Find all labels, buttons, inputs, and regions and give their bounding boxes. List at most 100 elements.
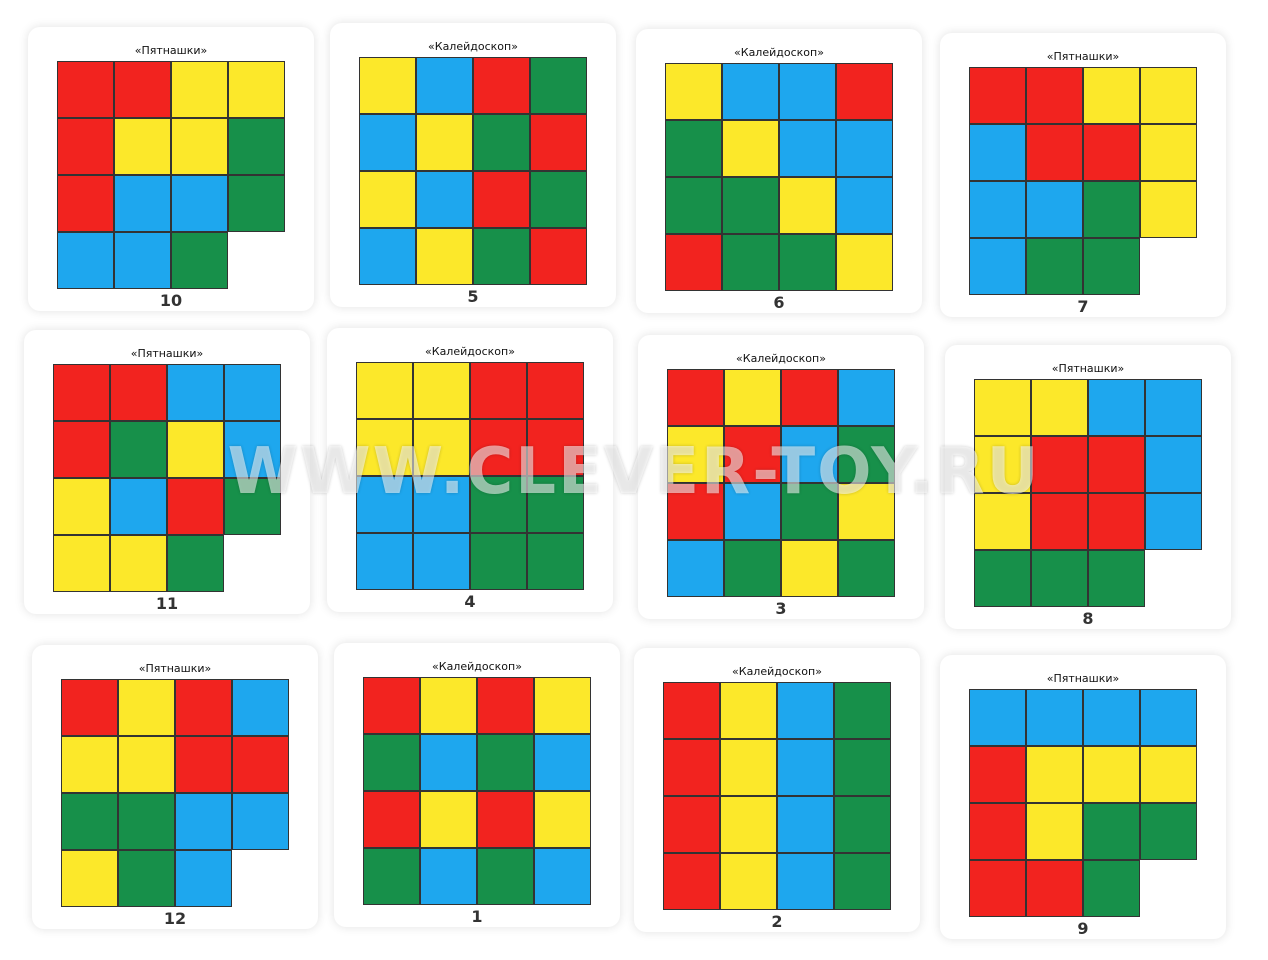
grid-cell bbox=[969, 181, 1026, 238]
puzzle-card-5: «Калейдоскоп» 5 bbox=[330, 23, 616, 307]
grid-cell bbox=[114, 232, 171, 289]
puzzle-card-12: «Пятнашки» 12 bbox=[32, 645, 318, 929]
grid-cell bbox=[232, 679, 289, 736]
grid-cell bbox=[720, 796, 777, 853]
grid-cell bbox=[1140, 746, 1197, 803]
grid-cell bbox=[722, 63, 779, 120]
grid-cell bbox=[720, 682, 777, 739]
grid-cell bbox=[57, 175, 114, 232]
grid-cell bbox=[1140, 181, 1197, 238]
grid-cell bbox=[834, 739, 891, 796]
grid-cell bbox=[527, 476, 584, 533]
grid-cell bbox=[1140, 67, 1197, 124]
grid-cell bbox=[420, 791, 477, 848]
grid-cell bbox=[1026, 860, 1083, 917]
grid-cell bbox=[224, 421, 281, 478]
grid-cell bbox=[470, 419, 527, 476]
grid-cell bbox=[663, 739, 720, 796]
grid-cell bbox=[1145, 493, 1202, 550]
grid-cell bbox=[1088, 379, 1145, 436]
grid-cell bbox=[473, 171, 530, 228]
grid-cell bbox=[838, 540, 895, 597]
grid-cell bbox=[61, 793, 118, 850]
color-grid bbox=[53, 364, 281, 592]
grid-cell bbox=[1145, 379, 1202, 436]
grid-cell bbox=[171, 61, 228, 118]
grid-cell bbox=[1140, 124, 1197, 181]
grid-cell bbox=[473, 228, 530, 285]
grid-cell bbox=[473, 57, 530, 114]
grid-cell bbox=[232, 850, 289, 907]
grid-cell bbox=[667, 540, 724, 597]
grid-cell bbox=[57, 232, 114, 289]
grid-cell bbox=[416, 228, 473, 285]
grid-cell bbox=[1083, 803, 1140, 860]
card-number: 3 bbox=[775, 599, 787, 618]
grid-cell bbox=[477, 848, 534, 905]
grid-cell bbox=[477, 734, 534, 791]
grid-cell bbox=[470, 362, 527, 419]
grid-cell bbox=[167, 478, 224, 535]
grid-cell bbox=[110, 421, 167, 478]
color-grid bbox=[969, 67, 1197, 295]
grid-cell bbox=[1026, 803, 1083, 860]
grid-cell bbox=[1140, 860, 1197, 917]
color-grid bbox=[665, 63, 893, 291]
grid-cell bbox=[724, 540, 781, 597]
grid-cell bbox=[228, 118, 285, 175]
grid-cell bbox=[359, 171, 416, 228]
grid-cell bbox=[363, 734, 420, 791]
puzzle-card-6: «Калейдоскоп» 6 bbox=[636, 29, 922, 313]
card-title: «Пятнашки» bbox=[134, 44, 208, 57]
grid-cell bbox=[1083, 860, 1140, 917]
grid-cell bbox=[777, 682, 834, 739]
grid-cell bbox=[1026, 124, 1083, 181]
grid-cell bbox=[836, 63, 893, 120]
card-title: «Пятнашки» bbox=[1046, 672, 1120, 685]
grid-cell bbox=[665, 120, 722, 177]
card-number: 12 bbox=[163, 909, 187, 928]
grid-cell bbox=[1140, 803, 1197, 860]
grid-cell bbox=[228, 232, 285, 289]
grid-cell bbox=[530, 171, 587, 228]
grid-cell bbox=[1083, 689, 1140, 746]
grid-cell bbox=[527, 362, 584, 419]
grid-cell bbox=[118, 679, 175, 736]
grid-cell bbox=[470, 476, 527, 533]
grid-cell bbox=[420, 734, 477, 791]
grid-cell bbox=[114, 175, 171, 232]
grid-cell bbox=[781, 426, 838, 483]
grid-cell bbox=[171, 175, 228, 232]
grid-cell bbox=[665, 234, 722, 291]
grid-cell bbox=[53, 421, 110, 478]
grid-cell bbox=[175, 850, 232, 907]
grid-cell bbox=[527, 533, 584, 590]
card-title: «Пятнашки» bbox=[130, 347, 204, 360]
card-number: 7 bbox=[1077, 297, 1089, 316]
color-grid bbox=[61, 679, 289, 907]
grid-cell bbox=[114, 61, 171, 118]
grid-cell bbox=[534, 848, 591, 905]
grid-cell bbox=[473, 114, 530, 171]
grid-cell bbox=[663, 853, 720, 910]
grid-cell bbox=[1031, 493, 1088, 550]
grid-cell bbox=[416, 171, 473, 228]
grid-cell bbox=[356, 362, 413, 419]
card-title: «Пятнашки» bbox=[1051, 362, 1125, 375]
grid-cell bbox=[1026, 67, 1083, 124]
grid-cell bbox=[667, 369, 724, 426]
grid-cell bbox=[61, 736, 118, 793]
grid-cell bbox=[57, 61, 114, 118]
grid-cell bbox=[663, 796, 720, 853]
grid-cell bbox=[477, 677, 534, 734]
grid-cell bbox=[61, 679, 118, 736]
color-grid bbox=[359, 57, 587, 285]
puzzle-card-4: «Калейдоскоп» 4 bbox=[327, 328, 613, 612]
card-title: «Калейдоскоп» bbox=[428, 40, 518, 53]
grid-cell bbox=[779, 63, 836, 120]
card-number: 1 bbox=[471, 907, 483, 926]
grid-cell bbox=[1083, 746, 1140, 803]
grid-cell bbox=[470, 533, 527, 590]
puzzle-card-9: «Пятнашки» 9 bbox=[940, 655, 1226, 939]
grid-cell bbox=[969, 67, 1026, 124]
